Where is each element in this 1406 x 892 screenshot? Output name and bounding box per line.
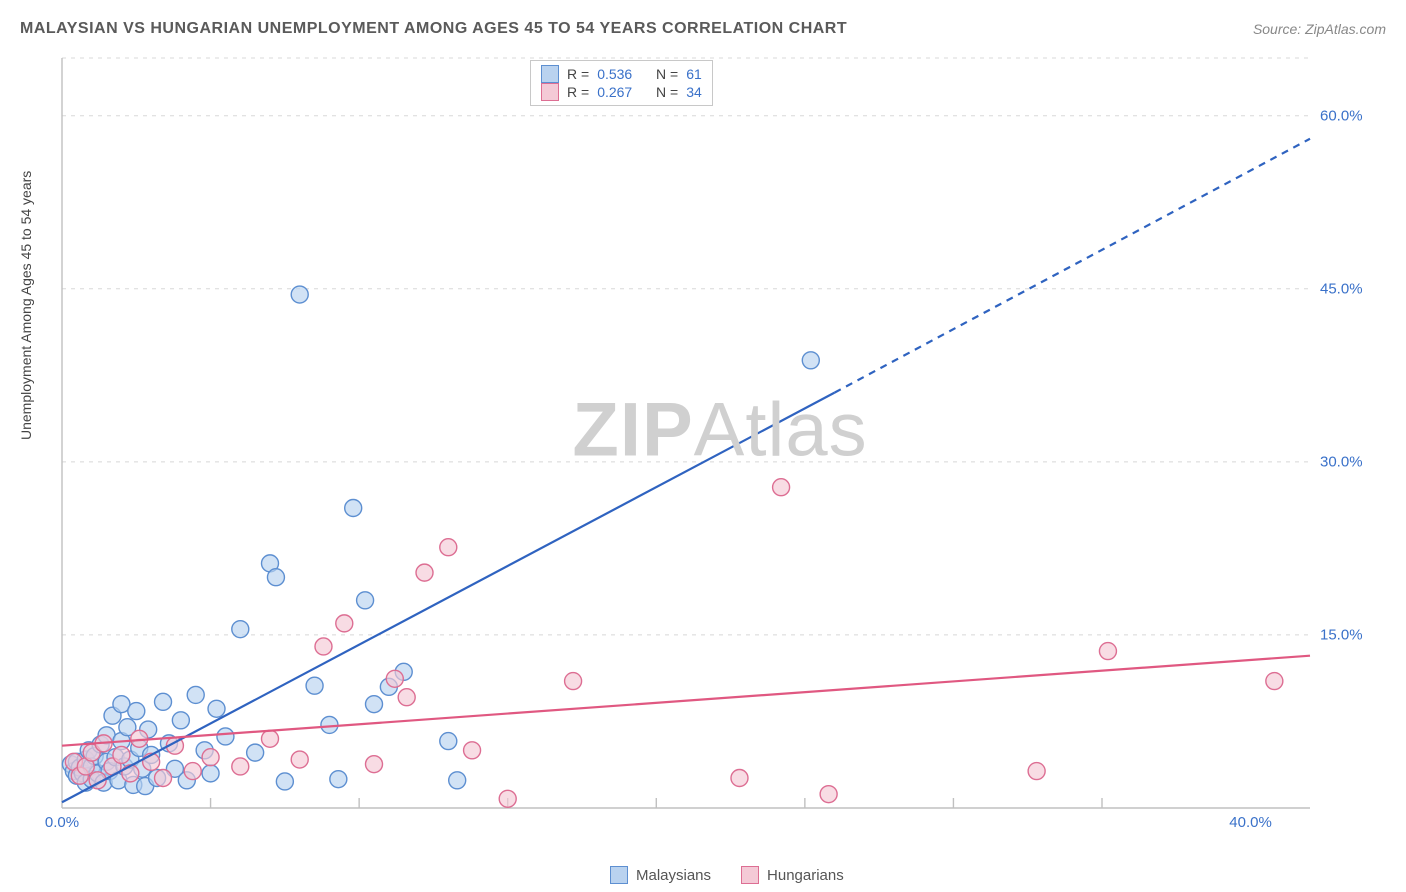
source-attribution: Source: ZipAtlas.com bbox=[1253, 21, 1386, 37]
legend-item-hungarians: Hungarians bbox=[741, 866, 844, 884]
legend-swatch-hungarians bbox=[741, 866, 759, 884]
header: MALAYSIAN VS HUNGARIAN UNEMPLOYMENT AMON… bbox=[0, 0, 1406, 46]
chart-area: ZIPAtlas 0.0%40.0%15.0%30.0%45.0%60.0% bbox=[60, 56, 1380, 836]
y-tick-label: 45.0% bbox=[1320, 280, 1363, 297]
swatch-malaysians bbox=[541, 65, 559, 83]
legend-swatch-malaysians bbox=[610, 866, 628, 884]
x-tick-label: 0.0% bbox=[45, 814, 79, 831]
r-label: R = bbox=[567, 66, 589, 82]
y-tick-label: 15.0% bbox=[1320, 626, 1363, 643]
series-legend: Malaysians Hungarians bbox=[610, 866, 844, 884]
chart-title: MALAYSIAN VS HUNGARIAN UNEMPLOYMENT AMON… bbox=[20, 20, 847, 38]
n-label: N = bbox=[656, 66, 678, 82]
swatch-hungarians bbox=[541, 83, 559, 101]
r-label: R = bbox=[567, 84, 589, 100]
stats-legend: R = 0.536 N = 61 R = 0.267 N = 34 bbox=[530, 60, 713, 106]
y-tick-label: 30.0% bbox=[1320, 453, 1363, 470]
legend-label-hungarians: Hungarians bbox=[767, 867, 844, 884]
n-value-malaysians: 61 bbox=[686, 66, 702, 82]
legend-label-malaysians: Malaysians bbox=[636, 867, 711, 884]
stats-row-hungarians: R = 0.267 N = 34 bbox=[541, 83, 702, 101]
r-value-hungarians: 0.267 bbox=[597, 84, 632, 100]
y-axis-label: Unemployment Among Ages 45 to 54 years bbox=[18, 171, 34, 440]
y-tick-label: 60.0% bbox=[1320, 107, 1363, 124]
stats-row-malaysians: R = 0.536 N = 61 bbox=[541, 65, 702, 83]
n-label: N = bbox=[656, 84, 678, 100]
r-value-malaysians: 0.536 bbox=[597, 66, 632, 82]
x-tick-label: 40.0% bbox=[1229, 814, 1272, 831]
scatter-plot-svg bbox=[60, 56, 1380, 836]
legend-item-malaysians: Malaysians bbox=[610, 866, 711, 884]
n-value-hungarians: 34 bbox=[686, 84, 702, 100]
